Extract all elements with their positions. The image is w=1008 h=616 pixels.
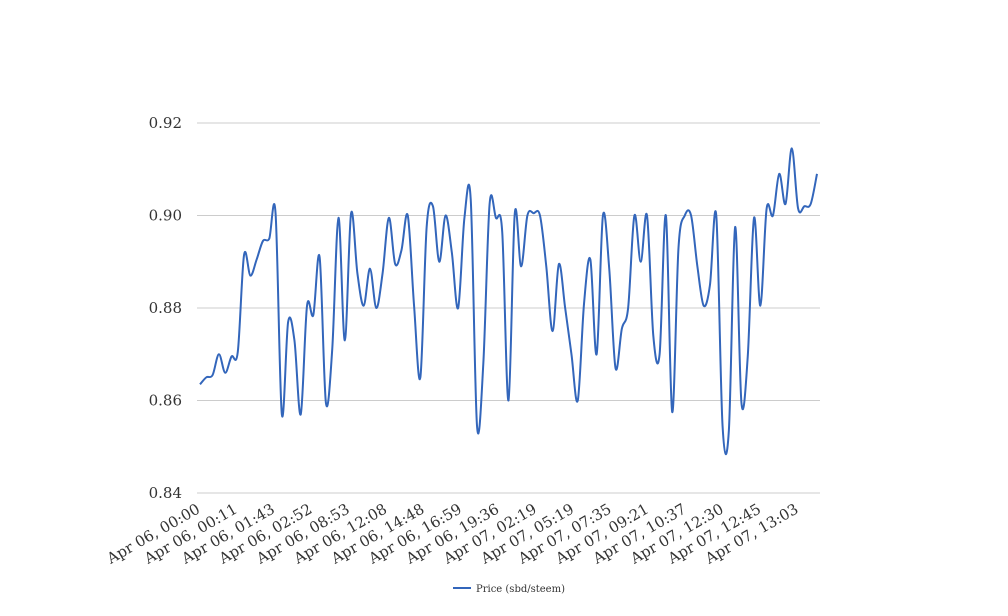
legend[interactable]: Price (sbd/steem) [453,584,565,595]
y-tick-label: 0.92 [149,114,182,132]
y-tick-label: 0.86 [149,392,182,410]
gridlines [197,122,820,494]
series-line-price [199,147,818,456]
y-tick-label: 0.88 [149,299,182,317]
legend-label-price: Price (sbd/steem) [476,584,565,595]
y-axis-ticks: 0.84 0.86 0.88 0.90 0.92 [149,114,182,502]
y-tick-label: 0.90 [149,207,182,225]
y-tick-label: 0.84 [149,484,182,502]
series-layer [199,147,818,456]
